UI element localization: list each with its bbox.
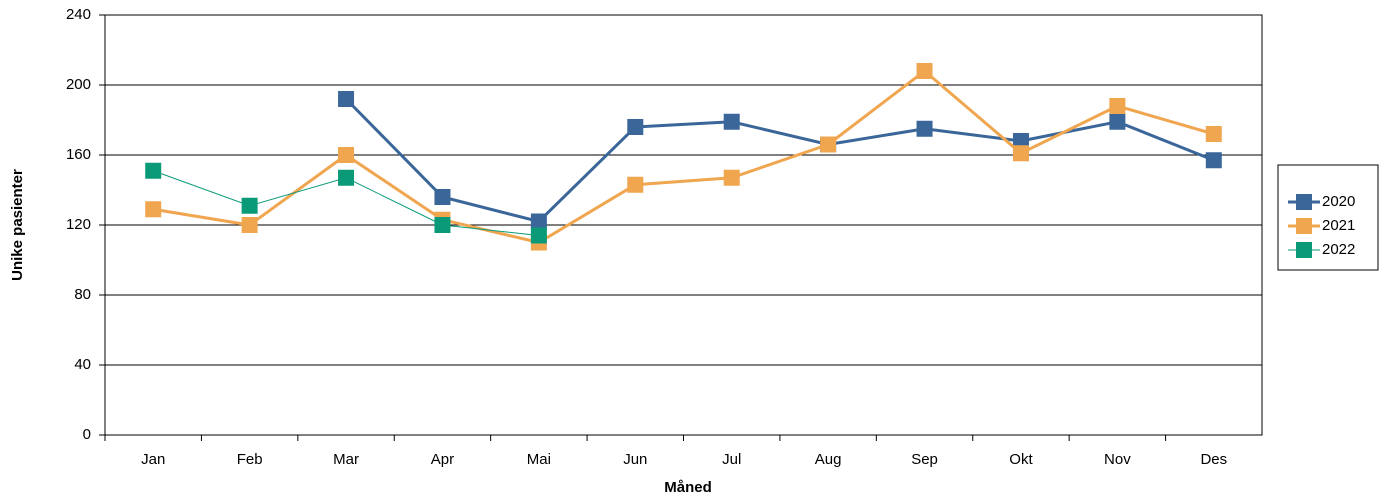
marker <box>916 120 933 137</box>
marker <box>1109 113 1126 130</box>
series-line <box>344 97 1215 224</box>
y-tick-label: 160 <box>66 146 91 163</box>
marker <box>916 63 933 79</box>
x-tick-label: Okt <box>1009 451 1033 468</box>
x-tick-label: Nov <box>1104 451 1131 468</box>
marker <box>627 176 644 193</box>
marker <box>338 169 355 186</box>
y-tick-label: 200 <box>66 76 91 93</box>
x-tick-label: Mar <box>333 451 359 468</box>
marker <box>434 189 451 205</box>
y-tick-label: 0 <box>83 426 91 443</box>
x-tick-label: Sep <box>911 451 938 468</box>
legend-label: 2020 <box>1322 193 1355 210</box>
marker <box>530 213 547 230</box>
marker <box>434 217 451 233</box>
y-tick-label: 240 <box>66 6 91 23</box>
x-tick-label: Jan <box>141 451 165 468</box>
marker <box>530 227 547 244</box>
marker <box>1012 145 1029 162</box>
marker <box>241 217 258 233</box>
marker <box>145 162 162 179</box>
legend-marker <box>1296 218 1312 234</box>
marker <box>1205 152 1222 169</box>
y-tick-label: 80 <box>74 286 91 303</box>
x-axis-label: Måned <box>664 479 712 496</box>
y-tick-label: 40 <box>74 356 91 373</box>
marker <box>241 197 258 214</box>
x-tick-label: Aug <box>815 451 842 468</box>
y-axis-label: Unike pasienter <box>9 169 26 281</box>
marker <box>723 169 740 186</box>
legend-marker <box>1296 194 1312 210</box>
marker <box>820 136 837 153</box>
series-line <box>152 69 1215 245</box>
legend-label: 2021 <box>1322 217 1355 234</box>
legend-marker <box>1296 242 1312 258</box>
legend-label: 2022 <box>1322 241 1355 258</box>
marker <box>723 113 740 130</box>
marker <box>1109 98 1126 114</box>
marker <box>338 147 355 163</box>
marker <box>1012 133 1029 149</box>
x-tick-label: Jul <box>722 451 741 468</box>
x-tick-label: Mai <box>527 451 551 468</box>
x-tick-label: Apr <box>431 451 454 468</box>
marker <box>627 119 644 135</box>
legend-box <box>1277 164 1379 271</box>
y-tick-label: 120 <box>66 216 91 233</box>
x-tick-label: Jun <box>623 451 647 468</box>
x-tick-label: Des <box>1200 451 1227 468</box>
marker <box>338 91 355 107</box>
marker <box>145 201 162 218</box>
marker <box>1205 126 1222 142</box>
x-tick-label: Feb <box>237 451 263 468</box>
